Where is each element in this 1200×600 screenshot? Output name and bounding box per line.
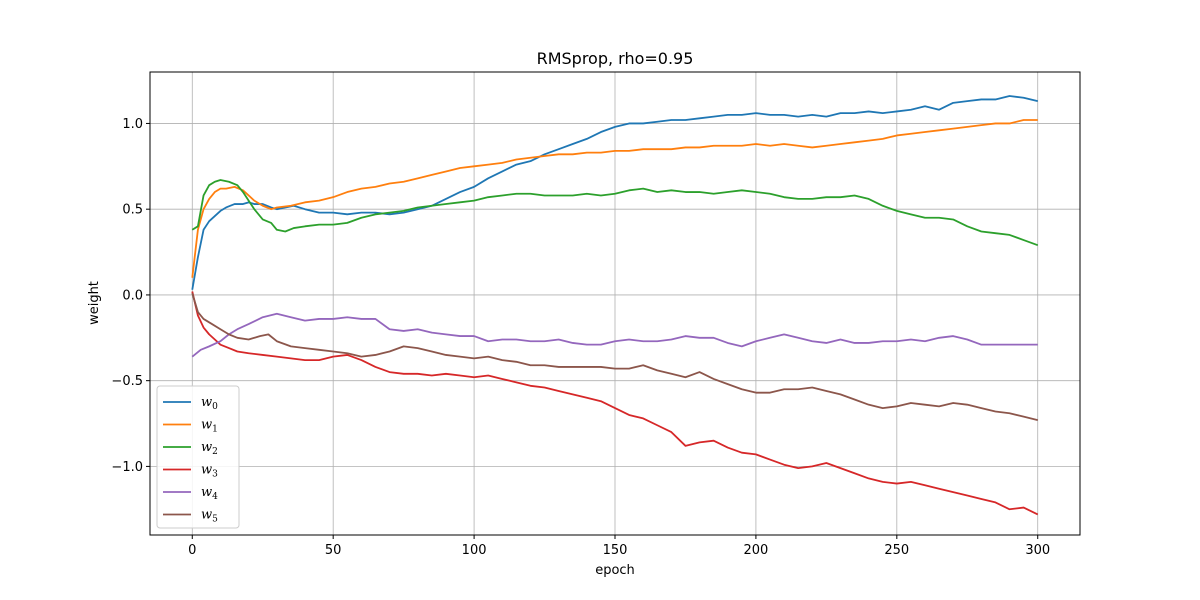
series-lines [191, 95, 1039, 516]
y-tick-label: 0.5 [122, 203, 143, 218]
x-tick-label: 200 [743, 543, 768, 558]
legend-subscript: 4 [212, 492, 218, 502]
x-tick-label: 0 [188, 543, 196, 558]
legend-box [156, 385, 240, 529]
x-tick-label: 50 [325, 543, 342, 558]
y-tick-label: −0.5 [111, 374, 143, 389]
x-tick-label: 100 [462, 543, 487, 558]
legend-subscript: 5 [212, 515, 218, 525]
x-axis-ticks: 0 50 100 150 200 250 300 [188, 535, 1050, 558]
legend-subscript: 2 [212, 447, 218, 457]
y-tick-label: 1.0 [122, 117, 143, 132]
x-tick-label: 250 [884, 543, 909, 558]
series-line-w1 [191, 119, 1038, 278]
y-axis-label: weight [87, 281, 102, 325]
y-axis-ticks: −1.0 −0.5 0.0 0.5 1.0 [111, 117, 150, 475]
legend-subscript: 0 [212, 402, 218, 412]
chart-title: RMSprop, rho=0.95 [537, 49, 694, 68]
y-tick-label: −1.0 [111, 460, 143, 475]
series-line-w4 [191, 312, 1038, 358]
y-tick-label: 0.0 [122, 288, 143, 303]
series-line-w0 [191, 95, 1038, 290]
legend-subscript: 1 [212, 425, 218, 435]
x-tick-label: 300 [1025, 543, 1050, 558]
series-line-w5 [191, 292, 1038, 421]
x-axis-label: epoch [595, 563, 635, 578]
series-line-w3 [191, 291, 1039, 516]
x-tick-label: 150 [603, 543, 628, 558]
legend-subscript: 3 [212, 470, 218, 480]
series-line-w2 [191, 179, 1039, 247]
